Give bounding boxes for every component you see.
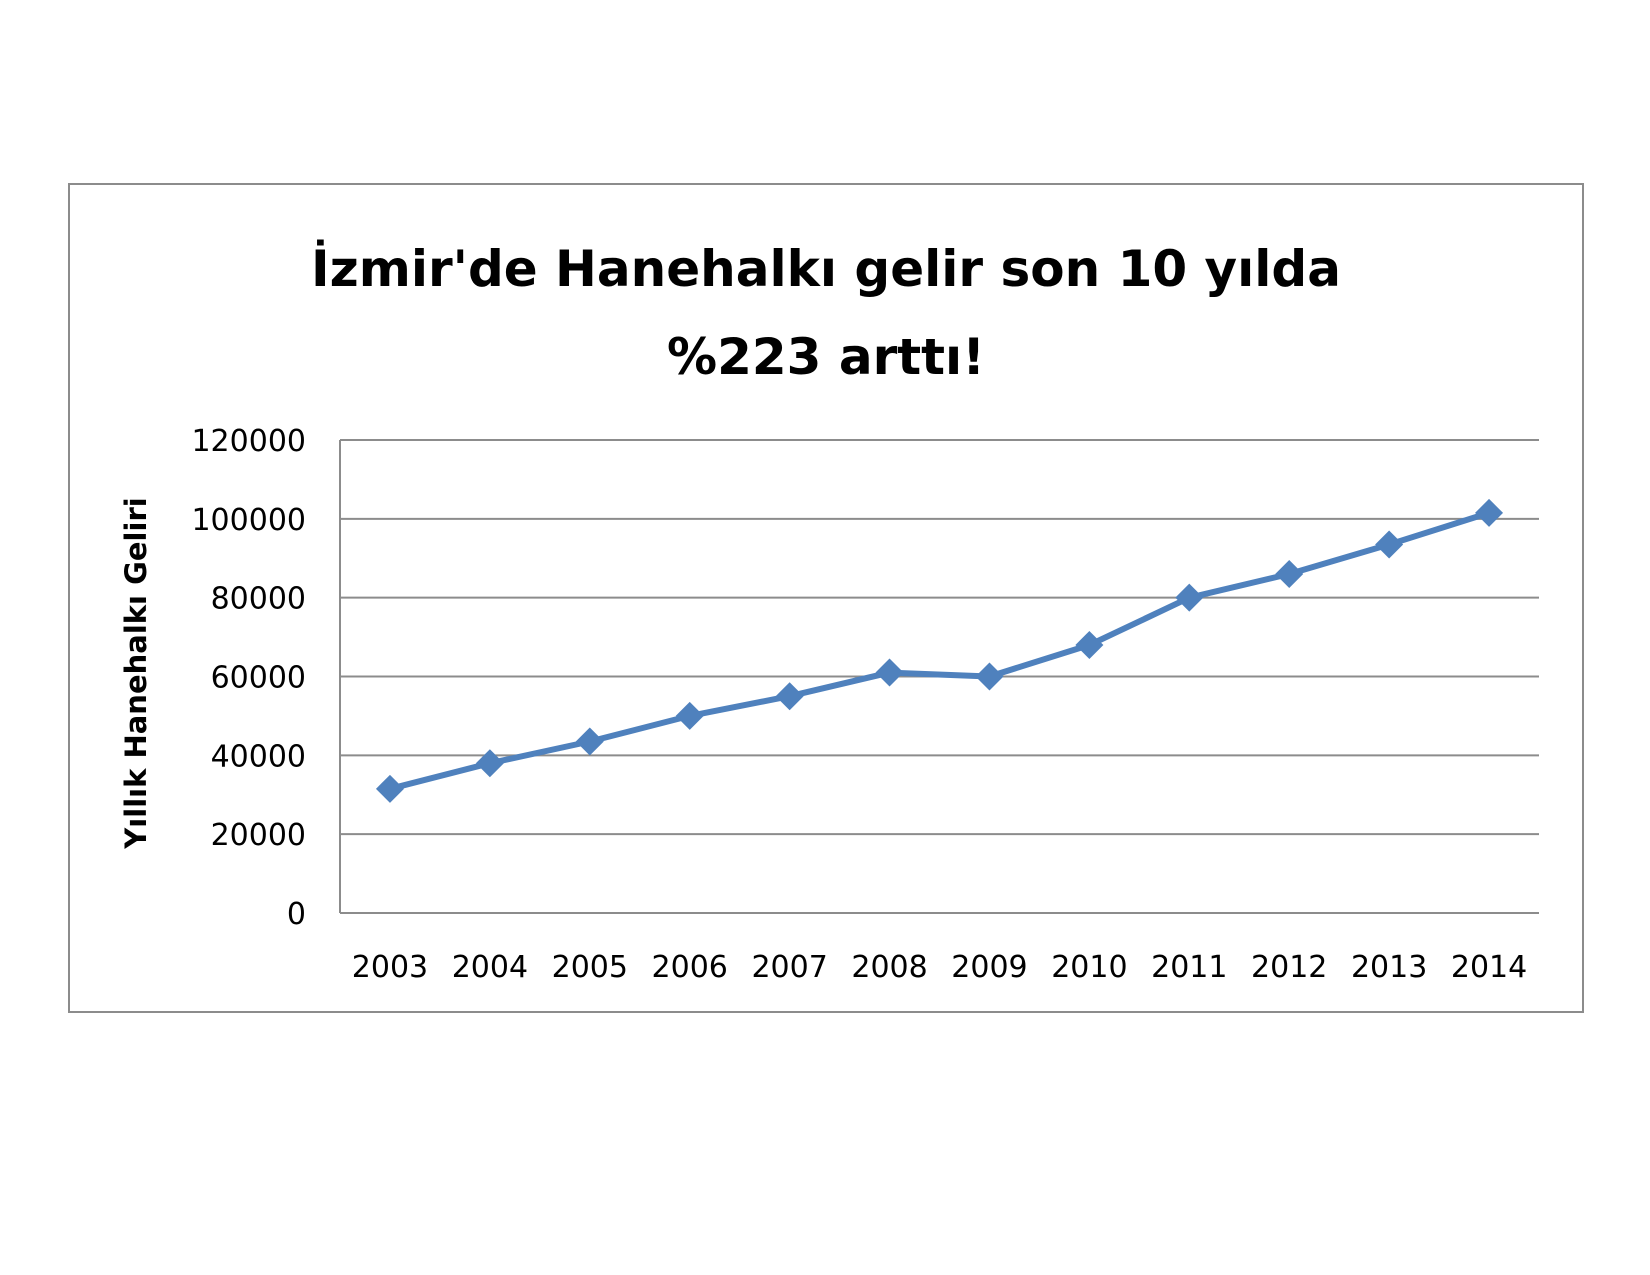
- x-tick-label: 2009: [951, 950, 1027, 985]
- y-tick-label: 100000: [191, 503, 306, 538]
- y-tick-label: 40000: [211, 739, 306, 774]
- data-point-marker: [475, 749, 504, 778]
- y-tick-label: 60000: [211, 661, 306, 696]
- x-tick-label: 2011: [1151, 950, 1227, 985]
- x-tick-label: 2007: [751, 950, 827, 985]
- data-point-marker: [875, 658, 904, 687]
- y-axis-title: Yıllık Hanehalkı Geliri: [119, 497, 153, 849]
- x-tick-label: 2005: [552, 950, 628, 985]
- y-tick-label: 0: [287, 897, 306, 932]
- data-point-marker: [1475, 498, 1504, 527]
- x-tick-label: 2008: [851, 950, 927, 985]
- data-point-marker: [675, 701, 704, 730]
- data-point-marker: [1075, 630, 1104, 659]
- series-line: [387, 509, 1492, 792]
- y-tick-label: 120000: [191, 424, 306, 459]
- y-tick-labels: 0 20000 40000 60000 80000 100000 120000: [191, 424, 306, 932]
- x-tick-label: 2004: [452, 950, 528, 985]
- chart-title-line-1: İzmir'de Hanehalkı gelir son 10 yılda: [311, 240, 1341, 298]
- data-point-marker: [975, 662, 1004, 691]
- gridlines: [340, 439, 1539, 836]
- x-tick-label: 2014: [1451, 950, 1527, 985]
- x-tick-label: 2006: [652, 950, 728, 985]
- data-point-marker: [575, 727, 604, 756]
- x-tick-label: 2012: [1251, 950, 1327, 985]
- x-tick-label: 2013: [1351, 950, 1427, 985]
- x-tick-label: 2010: [1051, 950, 1127, 985]
- x-tick-labels: 2003 2004 2005 2006 2007 2008 2009 2010 2011 2012…: [352, 950, 1527, 985]
- data-point-marker: [1175, 583, 1204, 612]
- data-point-marker: [375, 774, 404, 803]
- chart-title-line-2: %223 arttı!: [666, 328, 986, 386]
- data-markers: [375, 498, 1504, 803]
- y-tick-label: 20000: [211, 818, 306, 853]
- chart-title: İzmir'de Hanehalkı gelir son 10 yılda %2…: [70, 225, 1582, 401]
- axes: [339, 440, 1539, 914]
- y-tick-label: 80000: [211, 582, 306, 617]
- data-point-marker: [1275, 560, 1304, 589]
- chart-frame: İzmir'de Hanehalkı gelir son 10 yılda %2…: [68, 183, 1584, 1013]
- series-line-layer: [387, 509, 1492, 792]
- data-point-marker: [1375, 530, 1404, 559]
- x-tick-label: 2003: [352, 950, 428, 985]
- data-point-marker: [775, 682, 804, 711]
